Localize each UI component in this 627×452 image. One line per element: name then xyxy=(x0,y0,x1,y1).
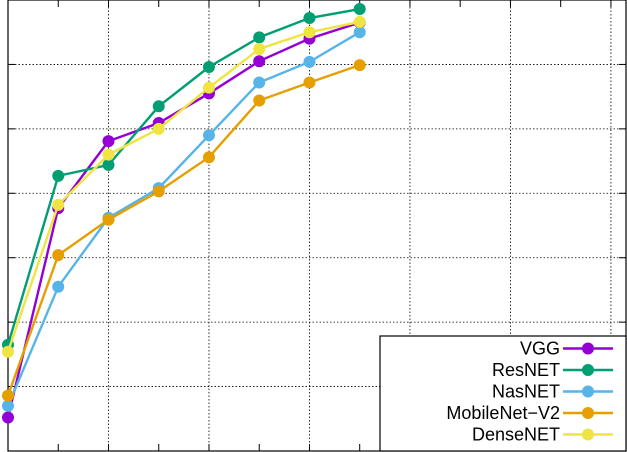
data-point xyxy=(52,169,65,182)
data-point xyxy=(202,81,215,94)
data-point xyxy=(253,42,266,55)
data-point xyxy=(303,26,316,39)
data-point xyxy=(52,198,65,211)
series-mobilenet-v2 xyxy=(2,59,366,402)
data-point xyxy=(253,94,266,107)
plot-frame xyxy=(7,0,627,452)
series-densenet xyxy=(2,15,366,358)
data-point xyxy=(52,249,65,262)
data-point xyxy=(253,76,266,89)
series-line xyxy=(6,63,361,396)
data-point xyxy=(353,59,366,72)
legend-label: VGG xyxy=(520,339,560,359)
data-point xyxy=(353,26,366,39)
legend-marker xyxy=(582,385,594,398)
data-point xyxy=(202,129,215,142)
data-point xyxy=(52,280,65,293)
legend-marker xyxy=(582,342,594,355)
data-point xyxy=(2,389,14,402)
legend-label: NasNET xyxy=(492,382,560,402)
data-point xyxy=(102,135,115,148)
data-point xyxy=(202,151,215,164)
legend-marker xyxy=(582,407,594,419)
data-point xyxy=(303,76,316,89)
data-point xyxy=(353,3,366,16)
data-point xyxy=(2,411,14,424)
data-point xyxy=(102,213,115,226)
series-line xyxy=(6,20,360,353)
legend-label: ResNET xyxy=(492,360,560,380)
data-point xyxy=(353,15,366,28)
data-point xyxy=(303,55,316,68)
legend-label: DenseNET xyxy=(472,425,560,445)
data-point xyxy=(202,61,215,74)
series-resnet xyxy=(2,3,366,351)
data-point xyxy=(152,100,165,113)
data-point xyxy=(2,345,14,358)
data-point xyxy=(102,148,115,161)
data-point xyxy=(2,399,14,412)
data-point xyxy=(152,185,165,198)
legend-marker xyxy=(582,428,594,441)
legend-marker xyxy=(582,364,594,376)
data-point xyxy=(152,122,165,135)
data-point xyxy=(253,31,266,44)
data-point xyxy=(303,12,316,25)
legend-label: MobileNet−V2 xyxy=(446,403,560,423)
series-group xyxy=(2,3,366,424)
data-point xyxy=(102,158,115,171)
series-line xyxy=(6,7,360,346)
data-point xyxy=(253,55,266,68)
series-line xyxy=(6,31,361,407)
